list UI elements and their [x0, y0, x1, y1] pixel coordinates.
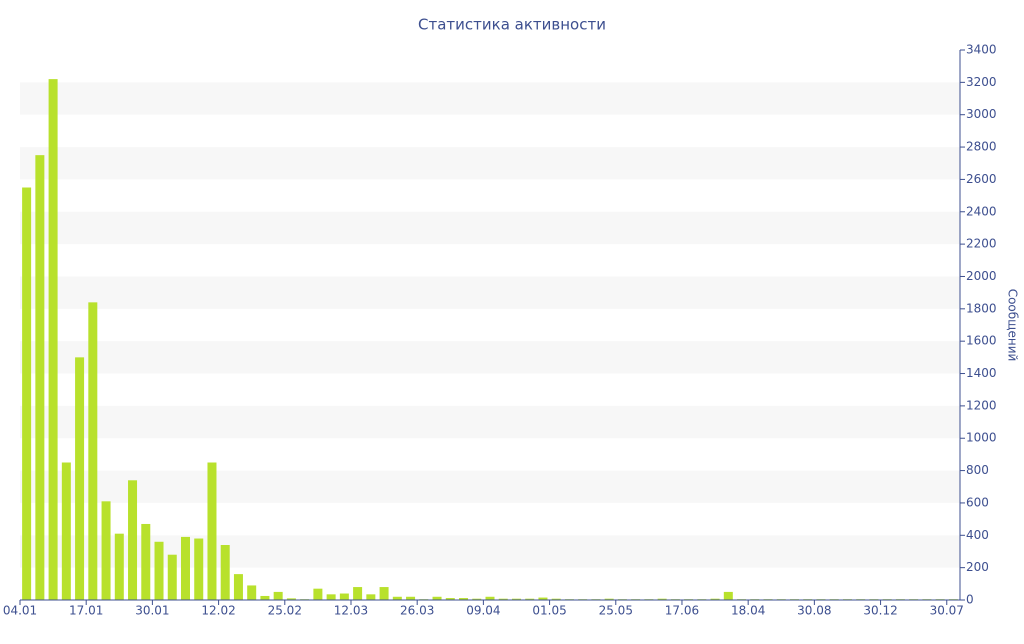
bar	[35, 155, 45, 600]
y-tick-label: 800	[966, 463, 989, 477]
bar	[353, 587, 363, 600]
bar	[207, 462, 217, 600]
bar	[313, 588, 323, 600]
x-tick-label: 18.04	[731, 604, 765, 618]
bar	[273, 591, 283, 600]
y-tick-label: 2200	[966, 237, 997, 251]
x-tick-label: 01.05	[532, 604, 566, 618]
y-tick-label: 3200	[966, 75, 997, 89]
y-tick-label: 1800	[966, 301, 997, 315]
bar	[220, 545, 230, 600]
bar	[260, 595, 270, 600]
x-tick-label: 04.01	[3, 604, 37, 618]
bar	[154, 541, 164, 600]
bar	[710, 598, 720, 600]
grid-band	[20, 405, 960, 439]
bar	[128, 480, 138, 600]
bar	[459, 598, 469, 600]
y-tick-label: 3000	[966, 107, 997, 121]
bar	[101, 501, 111, 600]
y-tick-label: 400	[966, 528, 989, 542]
bar	[551, 598, 561, 600]
x-tick-label: 12.03	[334, 604, 368, 618]
bar	[88, 302, 98, 600]
bar	[525, 598, 535, 600]
grid-band	[20, 147, 960, 180]
grid-band	[20, 341, 960, 374]
bar	[247, 585, 257, 600]
bar	[538, 597, 548, 600]
y-tick-label: 2600	[966, 172, 997, 186]
bar	[114, 533, 124, 600]
y-tick-label: 1400	[966, 366, 997, 380]
bar	[472, 598, 482, 600]
bar	[723, 591, 733, 600]
x-tick-label: 30.12	[863, 604, 897, 618]
y-tick-label: 1600	[966, 334, 997, 348]
bar	[22, 187, 32, 600]
bar	[167, 554, 177, 600]
x-tick-label: 12.02	[201, 604, 235, 618]
x-tick-label: 30.08	[797, 604, 831, 618]
y-tick-label: 2000	[966, 269, 997, 283]
x-tick-label: 26.03	[400, 604, 434, 618]
bar	[445, 598, 455, 600]
x-tick-label: 25.02	[268, 604, 302, 618]
bar	[180, 536, 190, 600]
bar	[366, 594, 376, 600]
grid-band	[20, 276, 960, 309]
bar	[48, 79, 58, 600]
bar	[498, 598, 508, 600]
y-axis-title: Сообщений	[1006, 289, 1020, 362]
bar	[326, 594, 336, 600]
bar	[233, 574, 243, 600]
y-tick-label: 600	[966, 495, 989, 509]
y-tick-label: 0	[966, 593, 974, 607]
bar	[61, 462, 71, 600]
y-tick-label: 1200	[966, 398, 997, 412]
bar	[339, 593, 349, 600]
y-tick-label: 2800	[966, 140, 997, 154]
bar	[392, 596, 402, 600]
chart-title: Статистика активности	[418, 16, 606, 34]
bar	[604, 598, 614, 600]
grid-band	[20, 211, 960, 245]
bar	[75, 357, 85, 600]
grid-band	[20, 82, 960, 115]
bar	[485, 596, 495, 600]
bar	[379, 587, 389, 600]
y-tick-label: 200	[966, 560, 989, 574]
x-tick-label: 30.01	[135, 604, 169, 618]
y-tick-label: 3400	[966, 43, 997, 57]
x-tick-label: 17.01	[69, 604, 103, 618]
x-tick-label: 25.05	[599, 604, 633, 618]
bar	[141, 523, 151, 600]
bar	[657, 598, 667, 600]
grid-band	[20, 470, 960, 503]
bar	[406, 596, 416, 600]
bar	[286, 598, 296, 600]
bar	[511, 598, 521, 600]
y-tick-label: 1000	[966, 431, 997, 445]
bar	[432, 596, 442, 600]
x-tick-label: 17.06	[665, 604, 699, 618]
bar	[194, 538, 204, 600]
y-tick-label: 2400	[966, 204, 997, 218]
x-tick-label: 09.04	[466, 604, 500, 618]
x-tick-label: 30.07	[930, 604, 964, 618]
